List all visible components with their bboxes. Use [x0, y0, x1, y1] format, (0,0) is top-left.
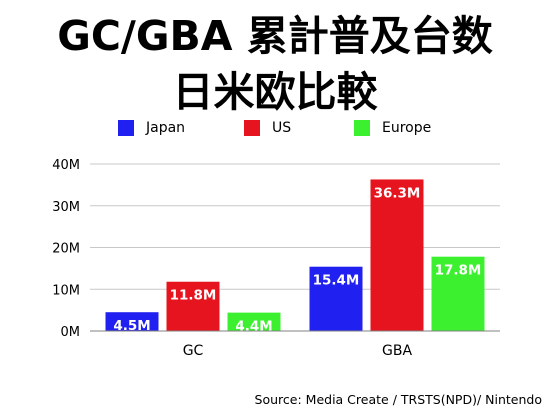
bar-us-gba — [370, 179, 424, 331]
legend-swatch-japan — [118, 120, 134, 136]
legend-label-europe: Europe — [382, 120, 432, 136]
data-label: 4.4M — [235, 319, 272, 335]
data-label: 15.4M — [313, 273, 360, 289]
legend-label-us: US — [272, 120, 292, 136]
legend-item-japan: Japan — [118, 119, 185, 137]
y-tick-label: 40M — [52, 158, 80, 173]
data-label: 11.8M — [170, 288, 217, 304]
data-label: 17.8M — [435, 263, 482, 279]
y-tick-label: 30M — [52, 200, 80, 215]
legend-item-europe: Europe — [354, 119, 431, 137]
source-note: Source: Media Create / TRSTS(NPD)/ Ninte… — [254, 392, 542, 407]
bar-europe-gba — [431, 256, 485, 331]
bar-japan-gba — [309, 266, 363, 331]
x-tick-label: GC — [183, 343, 204, 359]
chart-subtitle: 日米欧比較 — [172, 68, 378, 116]
bar-japan-gc — [105, 312, 159, 331]
legend-label-japan: Japan — [146, 120, 186, 136]
legend-swatch-europe — [354, 120, 370, 136]
bar-europe-gc — [227, 312, 281, 331]
chart-title: GC/GBA 累計普及台数 — [57, 12, 493, 60]
legend: Japan US Europe — [0, 119, 550, 137]
data-label: 36.3M — [374, 185, 421, 201]
y-tick-label: 10M — [52, 283, 80, 298]
y-tick-label: 0M — [61, 325, 81, 340]
x-tick-label: GBA — [382, 343, 412, 359]
y-tick-label: 20M — [52, 242, 80, 257]
data-label: 4.5M — [113, 318, 150, 334]
legend-item-us: US — [244, 119, 291, 137]
bar-us-gc — [166, 281, 220, 331]
legend-swatch-us — [244, 120, 260, 136]
